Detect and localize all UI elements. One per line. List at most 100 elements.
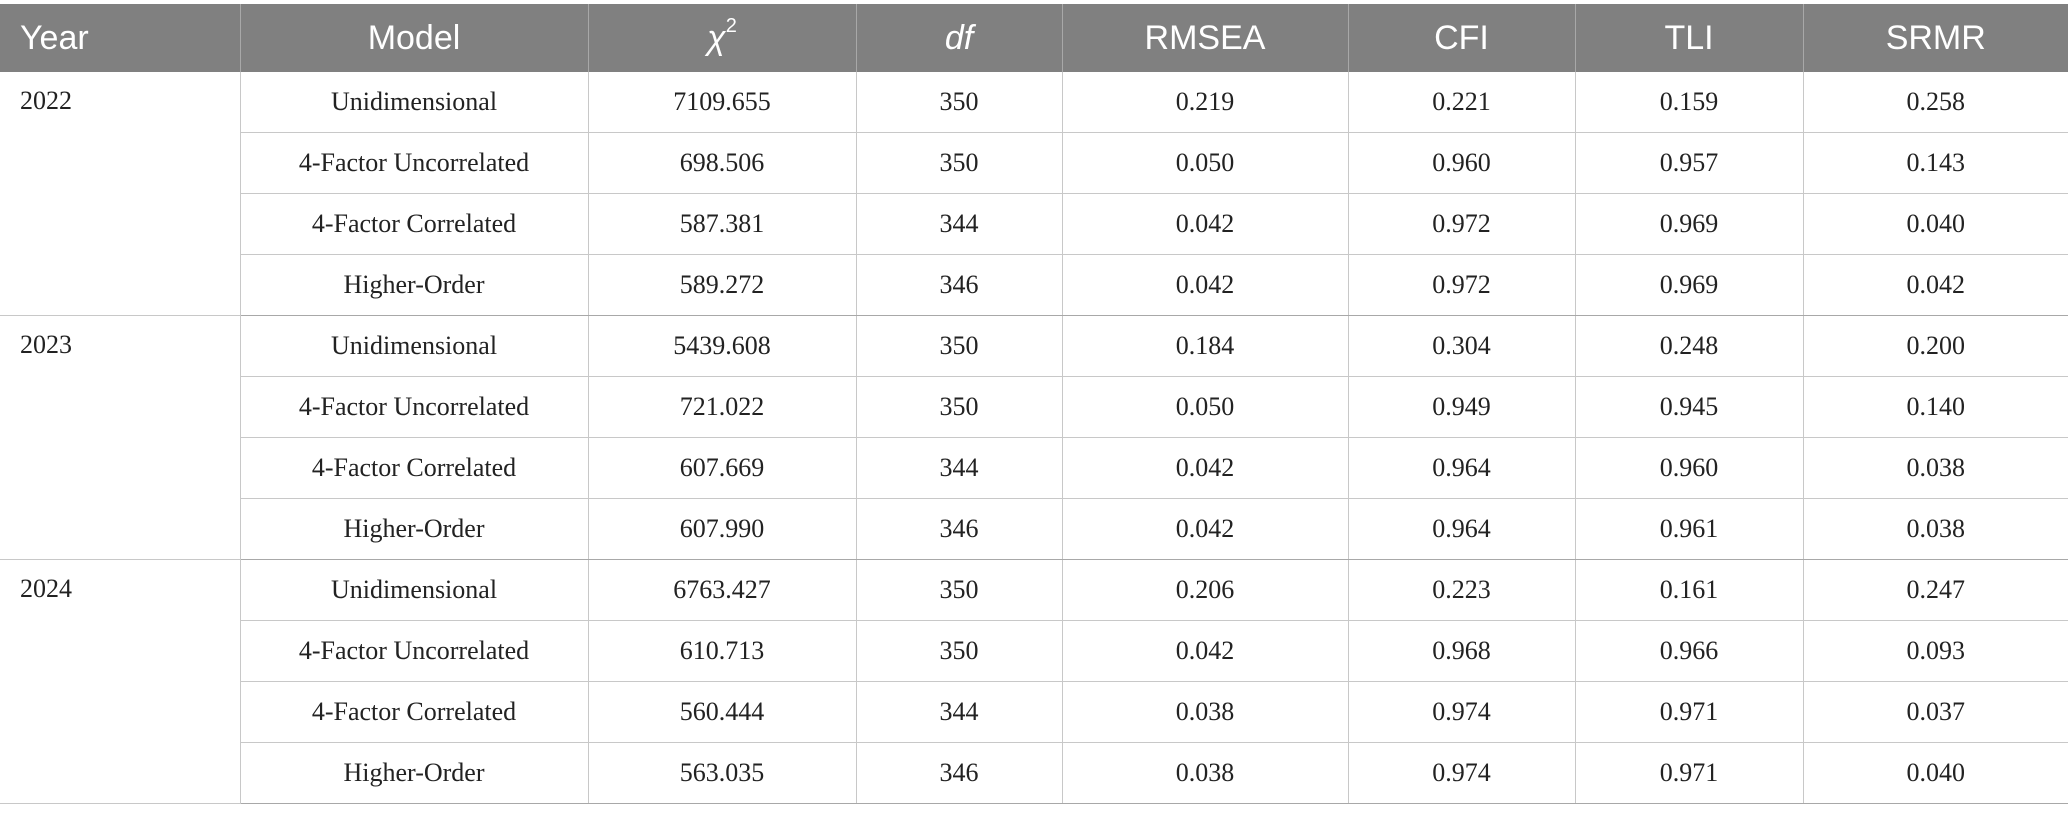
df-cell: 344 — [856, 193, 1063, 255]
cfi-cell: 0.974 — [1348, 742, 1576, 804]
tli-cell: 0.969 — [1575, 193, 1804, 255]
chi2-cell: 589.272 — [588, 254, 857, 316]
df-cell: 344 — [856, 437, 1063, 499]
chi2-cell: 610.713 — [588, 620, 857, 682]
tli-cell: 0.971 — [1575, 681, 1804, 743]
rmsea-cell: 0.042 — [1062, 254, 1349, 316]
table-row: 4-Factor Uncorrelated 698.506 350 0.050 0.96… — [0, 132, 2068, 194]
srmr-cell: 0.140 — [1803, 376, 2068, 438]
header-cfi: CFI — [1348, 4, 1576, 72]
df-cell: 350 — [856, 620, 1063, 682]
rmsea-cell: 0.042 — [1062, 620, 1349, 682]
model-cell: 4-Factor Correlated — [240, 681, 589, 743]
table-row: Higher-Order 563.035 346 0.038 0.974 0.971 0.0… — [0, 742, 2068, 804]
table-row: 4-Factor Correlated 587.381 344 0.042 0.972 0… — [0, 193, 2068, 255]
tli-cell: 0.960 — [1575, 437, 1804, 499]
table-header: Year Model χ2 df RMSEA CFI TLI SRMR — [0, 4, 2068, 72]
chi-symbol: χ — [707, 18, 726, 57]
rmsea-cell: 0.038 — [1062, 681, 1349, 743]
model-cell: 4-Factor Correlated — [240, 193, 589, 255]
model-fit-table: Year Model χ2 df RMSEA CFI TLI SRMR 2022… — [0, 4, 2068, 804]
year-cell: 2023 — [0, 315, 241, 560]
header-df: df — [856, 4, 1063, 72]
cfi-cell: 0.974 — [1348, 681, 1576, 743]
table-row: 4-Factor Correlated 607.669 344 0.042 0.964 0… — [0, 437, 2068, 499]
tli-cell: 0.159 — [1575, 72, 1804, 133]
header-model: Model — [240, 4, 589, 72]
tli-cell: 0.161 — [1575, 559, 1804, 621]
srmr-cell: 0.040 — [1803, 742, 2068, 804]
chi2-cell: 7109.655 — [588, 72, 857, 133]
cfi-cell: 0.960 — [1348, 132, 1576, 194]
table-row: Higher-Order 589.272 346 0.042 0.972 0.969 0.0… — [0, 254, 2068, 316]
df-cell: 344 — [856, 681, 1063, 743]
rmsea-cell: 0.042 — [1062, 437, 1349, 499]
model-cell: Unidimensional — [240, 315, 589, 377]
srmr-cell: 0.037 — [1803, 681, 2068, 743]
srmr-cell: 0.258 — [1803, 72, 2068, 133]
tli-cell: 0.966 — [1575, 620, 1804, 682]
table-row: Higher-Order 607.990 346 0.042 0.964 0.961 0.0… — [0, 498, 2068, 560]
cfi-cell: 0.972 — [1348, 254, 1576, 316]
model-cell: 4-Factor Uncorrelated — [240, 376, 589, 438]
srmr-cell: 0.200 — [1803, 315, 2068, 377]
rmsea-cell: 0.050 — [1062, 132, 1349, 194]
srmr-cell: 0.093 — [1803, 620, 2068, 682]
cfi-cell: 0.221 — [1348, 72, 1576, 133]
table-row: 2023 Unidimensional 5439.608 350 0.184 0.304 0… — [0, 315, 2068, 560]
rmsea-cell: 0.042 — [1062, 193, 1349, 255]
chi2-cell: 607.669 — [588, 437, 857, 499]
cfi-cell: 0.972 — [1348, 193, 1576, 255]
rmsea-cell: 0.219 — [1062, 72, 1349, 133]
table-row: 4-Factor Uncorrelated 610.713 350 0.042 0.96… — [0, 620, 2068, 682]
rmsea-cell: 0.050 — [1062, 376, 1349, 438]
model-cell: 4-Factor Correlated — [240, 437, 589, 499]
chi2-cell: 698.506 — [588, 132, 857, 194]
header-tli: TLI — [1575, 4, 1804, 72]
df-cell: 350 — [856, 559, 1063, 621]
df-cell: 350 — [856, 315, 1063, 377]
df-cell: 346 — [856, 742, 1063, 804]
model-cell: Higher-Order — [240, 742, 589, 804]
cfi-cell: 0.964 — [1348, 437, 1576, 499]
chi2-cell: 5439.608 — [588, 315, 857, 377]
cfi-cell: 0.964 — [1348, 498, 1576, 560]
header-srmr: SRMR — [1803, 4, 2068, 72]
tli-cell: 0.945 — [1575, 376, 1804, 438]
srmr-cell: 0.247 — [1803, 559, 2068, 621]
cfi-cell: 0.223 — [1348, 559, 1576, 621]
tli-cell: 0.971 — [1575, 742, 1804, 804]
tli-cell: 0.957 — [1575, 132, 1804, 194]
model-cell: Unidimensional — [240, 72, 589, 133]
model-cell: 4-Factor Uncorrelated — [240, 132, 589, 194]
chi2-cell: 587.381 — [588, 193, 857, 255]
model-cell: Unidimensional — [240, 559, 589, 621]
srmr-cell: 0.038 — [1803, 437, 2068, 499]
df-cell: 350 — [856, 376, 1063, 438]
rmsea-cell: 0.042 — [1062, 498, 1349, 560]
header-year: Year — [0, 4, 241, 72]
table-body: 2022 Unidimensional 7109.655 350 0.219 0.221 0… — [0, 72, 2068, 804]
tli-cell: 0.248 — [1575, 315, 1804, 377]
header-row: Year Model χ2 df RMSEA CFI TLI SRMR — [0, 4, 2068, 72]
table-row: 4-Factor Uncorrelated 721.022 350 0.050 0.94… — [0, 376, 2068, 438]
cfi-cell: 0.968 — [1348, 620, 1576, 682]
chi2-cell: 563.035 — [588, 742, 857, 804]
srmr-cell: 0.040 — [1803, 193, 2068, 255]
cfi-cell: 0.304 — [1348, 315, 1576, 377]
year-cell: 2024 — [0, 559, 241, 804]
srmr-cell: 0.038 — [1803, 498, 2068, 560]
df-cell: 346 — [856, 498, 1063, 560]
header-chi-square: χ2 — [588, 4, 857, 72]
chi2-cell: 607.990 — [588, 498, 857, 560]
df-cell: 350 — [856, 72, 1063, 133]
srmr-cell: 0.042 — [1803, 254, 2068, 316]
table-row: 4-Factor Correlated 560.444 344 0.038 0.974 0… — [0, 681, 2068, 743]
table-row: 2024 Unidimensional 6763.427 350 0.206 0.223 0… — [0, 559, 2068, 804]
tli-cell: 0.961 — [1575, 498, 1804, 560]
chi-superscript: 2 — [725, 15, 737, 38]
rmsea-cell: 0.206 — [1062, 559, 1349, 621]
fit-table-container: Year Model χ2 df RMSEA CFI TLI SRMR 2022… — [0, 4, 2068, 804]
rmsea-cell: 0.038 — [1062, 742, 1349, 804]
df-cell: 346 — [856, 254, 1063, 316]
